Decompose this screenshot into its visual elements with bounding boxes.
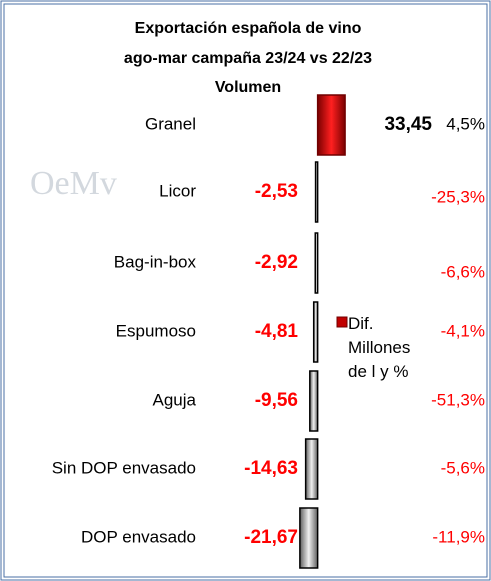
category-label: Licor bbox=[159, 181, 196, 200]
percent-label: -5,6% bbox=[441, 458, 485, 477]
chart-title: Volumen bbox=[215, 79, 281, 96]
chart-title: Exportación española de vino bbox=[135, 20, 362, 37]
value-label: -4,81 bbox=[255, 321, 299, 342]
value-label: -21,67 bbox=[244, 527, 298, 548]
bar bbox=[312, 301, 319, 363]
category-label: Granel bbox=[145, 114, 196, 133]
bar bbox=[309, 370, 319, 432]
legend-label: Dif. Millones de l y % bbox=[348, 314, 411, 381]
percent-label: -11,9% bbox=[432, 527, 485, 546]
legend-swatch bbox=[336, 316, 348, 328]
watermark: OeMv bbox=[30, 165, 117, 202]
percent-label: -6,6% bbox=[441, 262, 485, 281]
inner-border bbox=[3, 3, 488, 578]
percent-label: -51,3% bbox=[431, 390, 485, 409]
category-label: Sin DOP envasado bbox=[52, 458, 196, 477]
chart-title: ago-mar campaña 23/24 vs 22/23 bbox=[124, 50, 372, 67]
percent-label: -25,3% bbox=[431, 187, 485, 206]
value-label: -2,92 bbox=[255, 252, 298, 273]
category-label: Espumoso bbox=[116, 321, 196, 340]
category-label: DOP envasado bbox=[81, 527, 196, 546]
category-label: Bag-in-box bbox=[114, 252, 197, 271]
bar bbox=[316, 94, 346, 156]
bar bbox=[304, 438, 319, 500]
value-label: -14,63 bbox=[244, 458, 298, 479]
percent-label: -4,1% bbox=[441, 321, 485, 340]
bar bbox=[299, 507, 319, 569]
value-label: -9,56 bbox=[255, 390, 298, 411]
bar bbox=[314, 232, 319, 294]
value-label: -2,53 bbox=[255, 181, 298, 202]
percent-label: 4,5% bbox=[446, 114, 485, 133]
category-label: Aguja bbox=[153, 390, 197, 409]
bar bbox=[314, 161, 319, 223]
value-label: 33,45 bbox=[384, 114, 432, 135]
